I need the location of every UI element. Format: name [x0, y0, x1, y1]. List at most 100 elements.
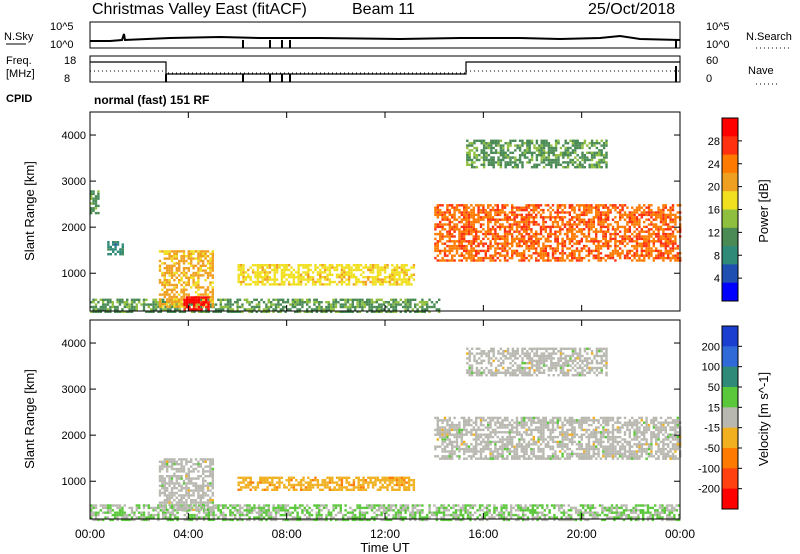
xtick-label: 04:00 — [173, 527, 203, 541]
velocity-colorbar-tick-label: 100 — [702, 362, 720, 374]
site-title: Christmas Valley East (fitACF) — [92, 1, 307, 18]
velocity-region-3 — [434, 416, 682, 460]
velocity-ytick-label: 4000 — [62, 338, 86, 350]
sky-right-label: N.Search — [746, 31, 792, 43]
power-colorbar-swatch — [722, 209, 738, 229]
velocity-ytick-label: 2000 — [62, 430, 86, 442]
velocity-colorbar-swatch — [722, 326, 738, 347]
freq-left-tick-bottom: 8 — [64, 73, 70, 85]
velocity-ytick-label: 3000 — [62, 384, 86, 396]
nave-right-label: Nave — [748, 65, 774, 77]
power-ytick-label: 1000 — [62, 268, 86, 280]
freq-label-line2: [MHz] — [6, 68, 35, 80]
power-colorbar-tick-label: 28 — [708, 136, 720, 148]
power-ytick-label: 3000 — [62, 176, 86, 188]
velocity-colorbar-swatch — [722, 468, 738, 490]
power-panel: Slant Range [km] 1000 2000 3000 4000 4 8 12 16… — [22, 111, 771, 313]
power-heatmap — [90, 139, 682, 313]
power-region-6 — [434, 204, 682, 262]
date-label: 25/Oct/2018 — [588, 1, 675, 18]
power-colorbar-swatch — [722, 282, 738, 302]
power-colorbar-label: Power [dB] — [756, 179, 771, 243]
sky-right-tick-bottom: 10^0 — [706, 39, 730, 51]
velocity-colorbar-tick-label: -200 — [698, 484, 720, 496]
power-yticks: 1000 2000 3000 4000 — [62, 130, 680, 280]
velocity-colorbar-frame — [721, 325, 739, 510]
velocity-region-4 — [466, 347, 608, 377]
power-region-2 — [183, 296, 210, 311]
beam-label: Beam 11 — [352, 1, 415, 18]
power-colorbar-swatch — [722, 246, 738, 265]
velocity-ylabel: Slant Range [km] — [22, 369, 37, 469]
power-colorbar-tick-label: 12 — [708, 227, 720, 239]
velocity-colorbar-tick-label: 15 — [708, 402, 720, 414]
freq-left-tick-top: 18 — [64, 55, 76, 67]
sky-noise-panel: N.Sky 10^5 10^0 10^5 10^0 N.Search — [4, 21, 792, 51]
xtick-label: 08:00 — [272, 527, 302, 541]
velocity-region-0 — [90, 504, 681, 522]
xtick-label: 16:00 — [468, 527, 498, 541]
power-colorbar-swatch — [722, 136, 738, 156]
velocity-colorbar-swatch — [722, 427, 738, 449]
velocity-colorbar-swatch — [722, 366, 738, 388]
power-ytick-label: 4000 — [62, 130, 86, 142]
power-region-3 — [237, 264, 416, 286]
power-colorbar-swatch — [722, 154, 738, 174]
velocity-colorbar-swatch — [722, 488, 738, 510]
power-colorbar-tick-label: 16 — [708, 205, 720, 217]
time-axis: 00:00 04:00 08:00 12:00 16:00 20:00 00:00 — [75, 112, 695, 541]
xtick-label: 20:00 — [567, 527, 597, 541]
velocity-yticks: 1000 2000 3000 4000 — [62, 338, 680, 488]
frequency-panel: Freq. [MHz] 18 8 60 0 Nave — [6, 55, 780, 85]
frequency-line — [90, 61, 680, 75]
time-axis-title: Time UT — [360, 540, 409, 554]
velocity-colorbar-tick-label: 200 — [702, 341, 720, 353]
velocity-colorbar-tick-label: 50 — [708, 382, 720, 394]
power-region-7 — [466, 139, 608, 169]
velocity-colorbar-swatch — [722, 387, 738, 408]
velocity-colorbar-tick-label: -50 — [704, 443, 720, 455]
power-region-5 — [90, 190, 100, 215]
xtick-label: 12:00 — [370, 527, 400, 541]
power-colorbar-swatch — [722, 227, 738, 247]
sky-left-tick-top: 10^5 — [50, 21, 74, 33]
power-colorbar-tick-label: 4 — [714, 273, 720, 285]
sky-left-label: N.Sky — [4, 31, 34, 43]
power-colorbar-tick-label: 20 — [708, 182, 720, 194]
nave-line — [90, 70, 680, 74]
sky-right-tick-top: 10^5 — [706, 21, 730, 33]
power-ytick-label: 2000 — [62, 222, 86, 234]
velocity-colorbar-swatch — [722, 448, 738, 469]
velocity-heatmap — [90, 347, 682, 522]
power-ylabel: Slant Range [km] — [22, 161, 37, 261]
power-colorbar-tick-label: 8 — [714, 250, 720, 262]
freq-panel-frame — [89, 55, 681, 83]
freq-label-line1: Freq. — [6, 55, 32, 67]
velocity-colorbar: 200 100 50 15 -15 -50 -100 -200 — [698, 325, 742, 510]
velocity-colorbar-swatch — [722, 407, 738, 429]
power-colorbar: 4 8 12 16 20 24 28 — [708, 117, 742, 302]
nave-right-tick-bottom: 0 — [706, 73, 712, 85]
power-colorbar-swatch — [722, 118, 738, 137]
sky-left-tick-bottom: 10^0 — [50, 39, 74, 51]
xtick-label: 00:00 — [75, 527, 105, 541]
velocity-colorbar-tick-label: -15 — [704, 423, 720, 435]
sky-panel-frame — [89, 21, 681, 49]
power-region-4 — [107, 241, 124, 256]
power-colorbar-swatch — [722, 191, 738, 210]
nave-right-tick-top: 60 — [706, 55, 718, 67]
velocity-region-1 — [158, 458, 214, 511]
power-colorbar-swatch — [722, 172, 738, 192]
cpid-label: CPID — [6, 93, 32, 105]
power-colorbar-tick-label: 24 — [708, 159, 720, 171]
velocity-region-2 — [237, 476, 416, 491]
cpid-mode: normal (fast) 151 RF — [94, 93, 209, 107]
velocity-ytick-label: 1000 — [62, 476, 86, 488]
xtick-label: 00:00 — [665, 527, 695, 541]
velocity-colorbar-swatch — [722, 346, 738, 368]
velocity-panel: Slant Range [km] 1000 2000 3000 4000 200 100… — [22, 319, 771, 522]
velocity-colorbar-label: Velocity [m s^-1] — [756, 372, 771, 466]
power-colorbar-swatch — [722, 264, 738, 284]
velocity-colorbar-tick-label: -100 — [698, 463, 720, 475]
